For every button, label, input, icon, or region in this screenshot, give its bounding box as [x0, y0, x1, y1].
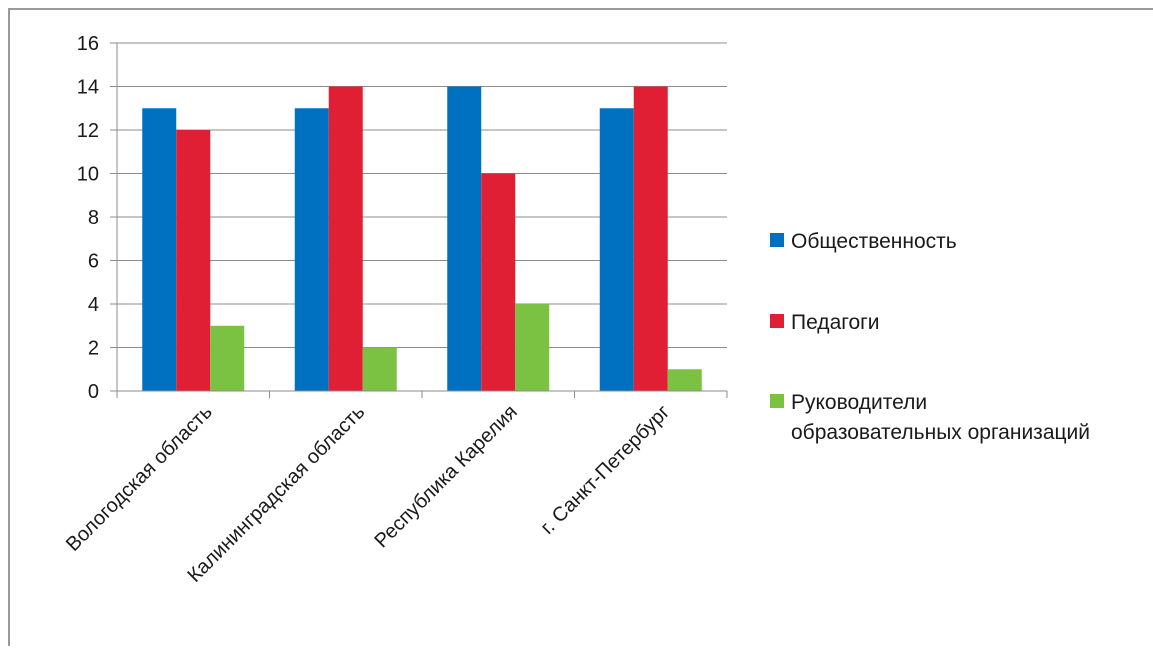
bar-3-2 [362, 347, 397, 391]
x-tick-label: г. Санкт-Петербург [537, 401, 675, 539]
y-tick-label: 2 [88, 338, 99, 360]
bar-2-3 [481, 173, 516, 391]
legend-swatch [770, 314, 784, 328]
legend-swatch [770, 394, 784, 408]
bar-1-4 [599, 108, 634, 391]
y-tick-label: 8 [88, 207, 99, 229]
bar-2-4 [633, 86, 668, 391]
bar-2-1 [176, 130, 211, 391]
bar-1-2 [294, 108, 329, 391]
x-tick-label: Вологодская область [62, 401, 217, 556]
y-tick-label: 10 [77, 164, 99, 186]
legend-label: Общественность [791, 230, 957, 253]
axis-layer [110, 43, 728, 398]
bar-1-3 [447, 86, 482, 391]
x-tick-label: Калининградская область [183, 401, 369, 587]
y-tick-label: 4 [88, 294, 99, 316]
y-tick-label: 6 [88, 251, 99, 273]
legend: Общественность Педагоги Руководители образо… [770, 230, 1090, 444]
bar-3-4 [667, 369, 702, 391]
bar-1-1 [142, 108, 177, 391]
bar-2-2 [328, 86, 363, 391]
bar-3-3 [515, 304, 550, 391]
y-tick-label: 16 [77, 33, 99, 55]
chart-border [8, 8, 1153, 646]
bars-layer [142, 86, 702, 391]
bar-3-1 [210, 325, 245, 391]
legend-label: Руководители образовательных организаций [791, 391, 1090, 444]
x-tick-label: Республика Карелия [371, 401, 522, 552]
y-tick-label: 12 [77, 120, 99, 142]
legend-label: Педагоги [791, 311, 880, 334]
y-tick-labels: 0 2 4 6 8 10 12 14 16 [77, 33, 99, 403]
y-tick-label: 0 [88, 381, 99, 403]
legend-swatch [770, 233, 784, 247]
y-tick-label: 14 [77, 77, 99, 99]
